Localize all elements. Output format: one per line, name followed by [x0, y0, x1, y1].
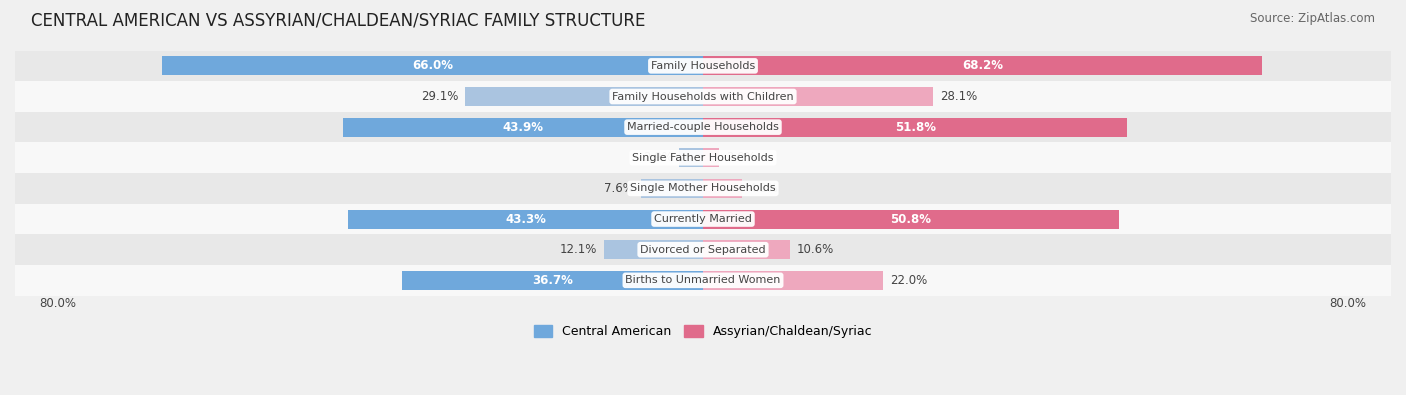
Bar: [15, 143, 1391, 173]
Bar: [703, 118, 1128, 137]
Bar: [163, 56, 703, 75]
Bar: [15, 81, 1391, 112]
Text: 66.0%: 66.0%: [412, 59, 453, 72]
Text: 22.0%: 22.0%: [890, 274, 927, 287]
Text: 12.1%: 12.1%: [560, 243, 598, 256]
Text: 2.9%: 2.9%: [643, 151, 672, 164]
Bar: [641, 179, 703, 198]
Text: 28.1%: 28.1%: [939, 90, 977, 103]
Bar: [703, 179, 742, 198]
Text: 10.6%: 10.6%: [796, 243, 834, 256]
Text: Source: ZipAtlas.com: Source: ZipAtlas.com: [1250, 12, 1375, 25]
Bar: [605, 240, 703, 259]
Text: 80.0%: 80.0%: [39, 297, 76, 310]
Bar: [703, 271, 883, 290]
Bar: [15, 265, 1391, 295]
Text: Single Father Households: Single Father Households: [633, 153, 773, 163]
Text: Family Households: Family Households: [651, 61, 755, 71]
Text: 80.0%: 80.0%: [1330, 297, 1367, 310]
Bar: [402, 271, 703, 290]
Text: 7.6%: 7.6%: [605, 182, 634, 195]
Text: Currently Married: Currently Married: [654, 214, 752, 224]
Text: 50.8%: 50.8%: [890, 213, 932, 226]
Text: 51.8%: 51.8%: [894, 120, 935, 134]
Bar: [15, 204, 1391, 234]
Bar: [679, 148, 703, 167]
Text: 43.9%: 43.9%: [503, 120, 544, 134]
Text: Divorced or Separated: Divorced or Separated: [640, 245, 766, 255]
Bar: [703, 240, 790, 259]
Text: 2.0%: 2.0%: [725, 151, 755, 164]
Text: 36.7%: 36.7%: [533, 274, 574, 287]
Bar: [703, 87, 934, 106]
Bar: [15, 234, 1391, 265]
Text: Births to Unmarried Women: Births to Unmarried Women: [626, 275, 780, 285]
Text: 4.8%: 4.8%: [749, 182, 779, 195]
Legend: Central American, Assyrian/Chaldean/Syriac: Central American, Assyrian/Chaldean/Syri…: [529, 320, 877, 343]
Text: 68.2%: 68.2%: [962, 59, 1002, 72]
Bar: [15, 173, 1391, 204]
Bar: [349, 210, 703, 229]
Bar: [703, 148, 720, 167]
Text: Married-couple Households: Married-couple Households: [627, 122, 779, 132]
Bar: [15, 112, 1391, 143]
Bar: [343, 118, 703, 137]
Bar: [464, 87, 703, 106]
Text: 43.3%: 43.3%: [505, 213, 546, 226]
Text: 29.1%: 29.1%: [420, 90, 458, 103]
Text: Family Households with Children: Family Households with Children: [612, 92, 794, 102]
Bar: [703, 56, 1261, 75]
Bar: [15, 51, 1391, 81]
Text: CENTRAL AMERICAN VS ASSYRIAN/CHALDEAN/SYRIAC FAMILY STRUCTURE: CENTRAL AMERICAN VS ASSYRIAN/CHALDEAN/SY…: [31, 12, 645, 30]
Bar: [703, 210, 1119, 229]
Text: Single Mother Households: Single Mother Households: [630, 183, 776, 194]
